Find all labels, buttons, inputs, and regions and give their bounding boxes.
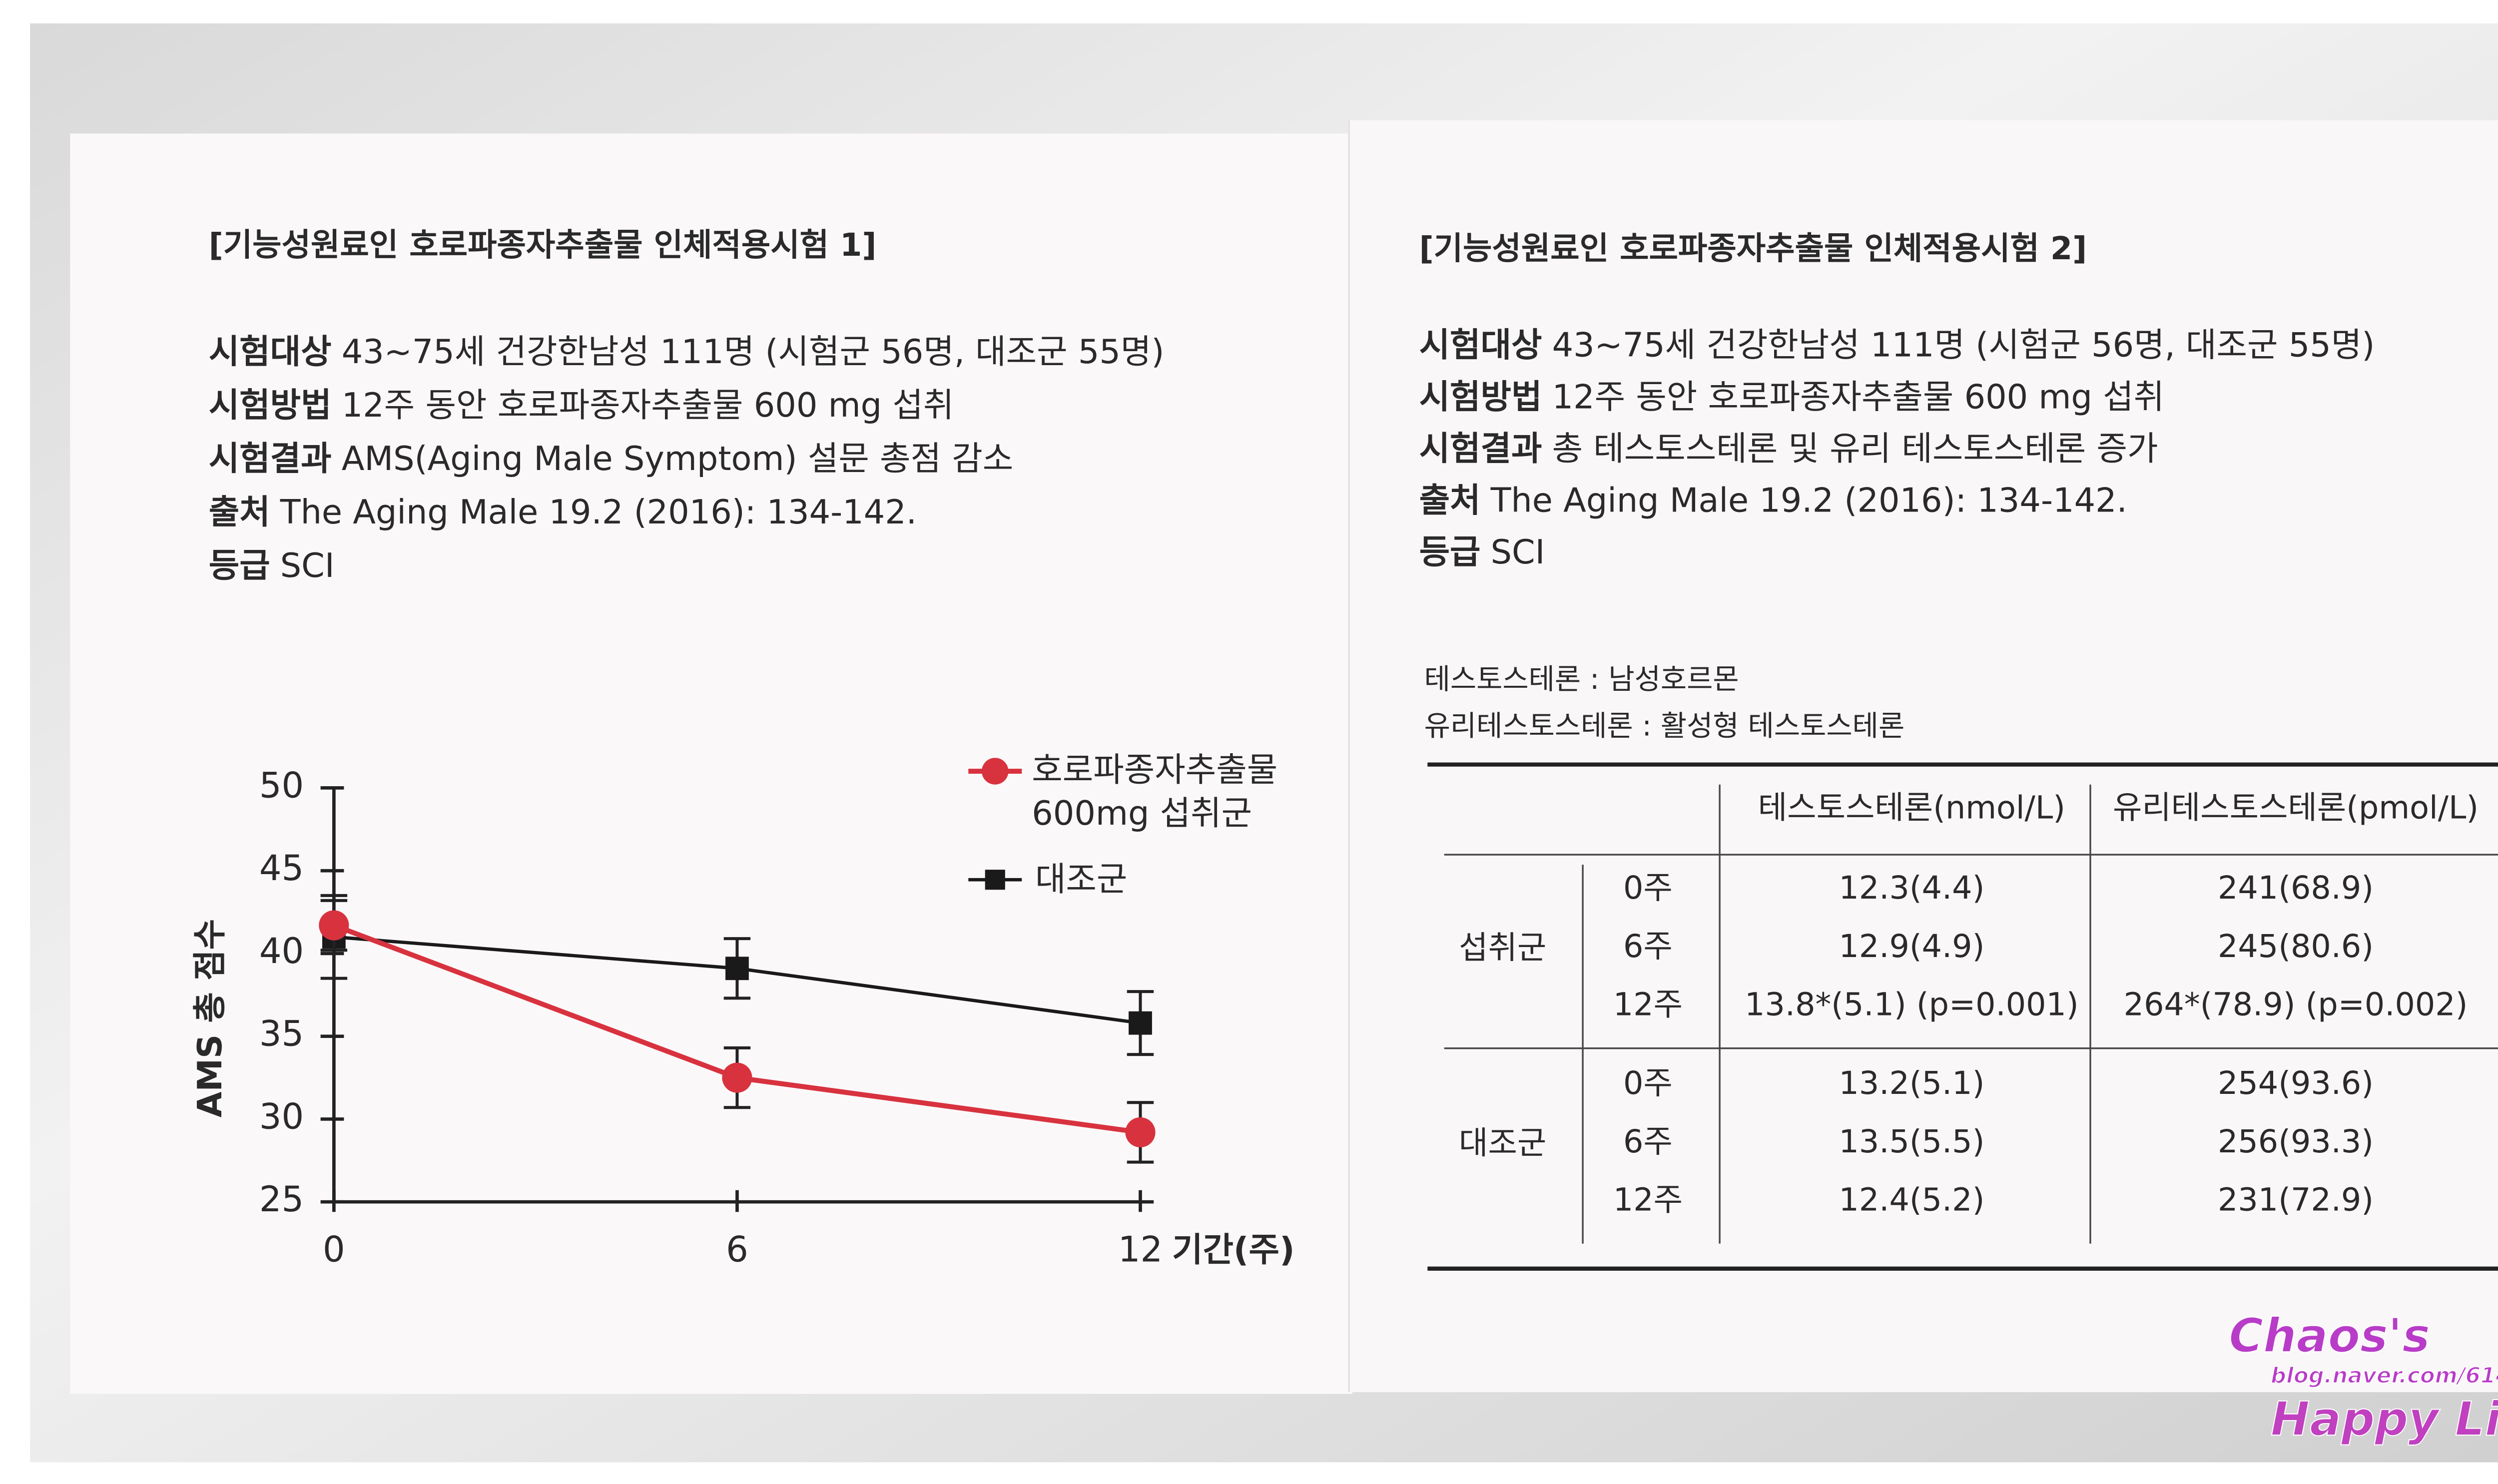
table-cell: 13.5(5.5)	[1839, 1123, 1984, 1160]
item-text: 12주 동안 호로파종자추출물 600 mg 섭취	[342, 386, 954, 425]
x-tick-label: 0	[323, 1229, 345, 1270]
table-cell: 12주	[1613, 986, 1683, 1023]
point	[722, 1062, 752, 1093]
item-label: 출처	[209, 493, 270, 531]
item-label: 등급	[1419, 532, 1481, 571]
item-label: 출처	[1419, 481, 1481, 519]
table-cell: 6주	[1623, 928, 1673, 965]
item-label: 시험대상	[209, 332, 332, 371]
right-paper	[1349, 120, 2498, 1393]
table-cell: 12.4(5.2)	[1839, 1181, 1984, 1218]
watermark-url: blog.naver.com/6142jsu	[2271, 1364, 2498, 1389]
y-tick-label: 25	[259, 1179, 304, 1220]
item-text: The Aging Male 19.2 (2016): 134-142.	[280, 493, 917, 531]
section-title: [기능성원료인 호로파종자추출물 인체적용시험 2]	[1419, 230, 2087, 267]
watermark-title: Chaos's	[2229, 1309, 2430, 1363]
item-text: 12주 동안 호로파종자추출물 600 mg 섭취	[1552, 377, 2165, 416]
item-text: 총 테스토스테론 및 유리 테스토스테론 증가	[1552, 429, 2158, 468]
table-cell: 264*(78.9) (p=0.002)	[2124, 986, 2468, 1023]
x-tick-label: 6	[726, 1229, 748, 1270]
y-tick-label: 50	[259, 765, 304, 806]
y-tick-label: 45	[259, 848, 304, 889]
table-cell: 12주	[1613, 1181, 1683, 1218]
item-label: 등급	[209, 546, 270, 585]
table-cell: 0주	[1623, 869, 1673, 906]
table-cell: 6주	[1623, 1123, 1673, 1160]
note: 테스토스테론 : 남성호르몬	[1424, 663, 1739, 696]
point	[1125, 1117, 1156, 1148]
item-text: The Aging Male 19.2 (2016): 134-142.	[1490, 481, 2127, 519]
column-header: 유리테스토스테론(pmol/L)	[2113, 789, 2479, 826]
column-header: 테스토스테론(nmol/L)	[1758, 789, 2065, 826]
table-cell: 254(93.6)	[2218, 1064, 2374, 1101]
table-cell: 13.2(5.1)	[1839, 1064, 1984, 1101]
table-cell: 231(72.9)	[2218, 1181, 2374, 1218]
table-cell: 12.3(4.4)	[1839, 869, 1984, 906]
y-axis-label: AMS 총 점수	[190, 919, 229, 1117]
item-text: AMS(Aging Male Symptom) 설문 총점 감소	[342, 439, 1014, 478]
group-label: 대조군	[1459, 1124, 1546, 1161]
item-text: 43~75세 건강한남성 111명 (시험군 56명, 대조군 55명)	[1552, 326, 2375, 365]
y-tick-label: 35	[259, 1013, 304, 1054]
item-label: 시험방법	[209, 386, 332, 425]
x-axis-label: 기간(주)	[1172, 1230, 1295, 1269]
table-cell: 13.8*(5.1) (p=0.001)	[1745, 986, 2079, 1023]
watermark-subtitle: Happy Life	[2271, 1392, 2498, 1447]
point	[725, 957, 749, 981]
group-label: 섭취군	[1459, 929, 1546, 966]
table-cell: 0주	[1623, 1064, 1673, 1101]
left-paper	[70, 133, 1352, 1394]
table-cell: 12.9(4.9)	[1839, 928, 1984, 965]
y-tick-label: 30	[259, 1096, 304, 1137]
item-label: 시험결과	[209, 439, 332, 478]
table-cell: 245(80.6)	[2218, 928, 2374, 965]
section-title: [기능성원료인 호로파종자추출물 인체적용시험 1]	[209, 226, 877, 263]
item-text: SCI	[1491, 532, 1545, 571]
x-tick-label: 12	[1118, 1229, 1163, 1270]
item-label: 시험결과	[1419, 429, 1542, 468]
point	[1129, 1011, 1152, 1035]
legend-text: 대조군	[1035, 860, 1127, 899]
legend-marker	[982, 758, 1009, 785]
table-cell: 256(93.3)	[2218, 1123, 2374, 1160]
legend-entry: 호로파종자추출물 600mg 섭취군	[1032, 749, 1278, 833]
table-cell: 241(68.9)	[2218, 869, 2374, 906]
point	[319, 910, 349, 941]
item-label: 시험방법	[1419, 377, 1542, 416]
note: 유리테스토스테론 : 활성형 테스토스테론	[1424, 710, 1905, 743]
item-label: 시험대상	[1419, 326, 1542, 365]
legend-text: 호로파종자추출물 600mg 섭취군	[1032, 749, 1278, 833]
item-text: 43~75세 건강한남성 111명 (시험군 56명, 대조군 55명)	[342, 332, 1165, 371]
item-text: SCI	[280, 546, 335, 585]
legend-marker	[985, 870, 1005, 890]
y-tick-label: 40	[259, 931, 304, 972]
